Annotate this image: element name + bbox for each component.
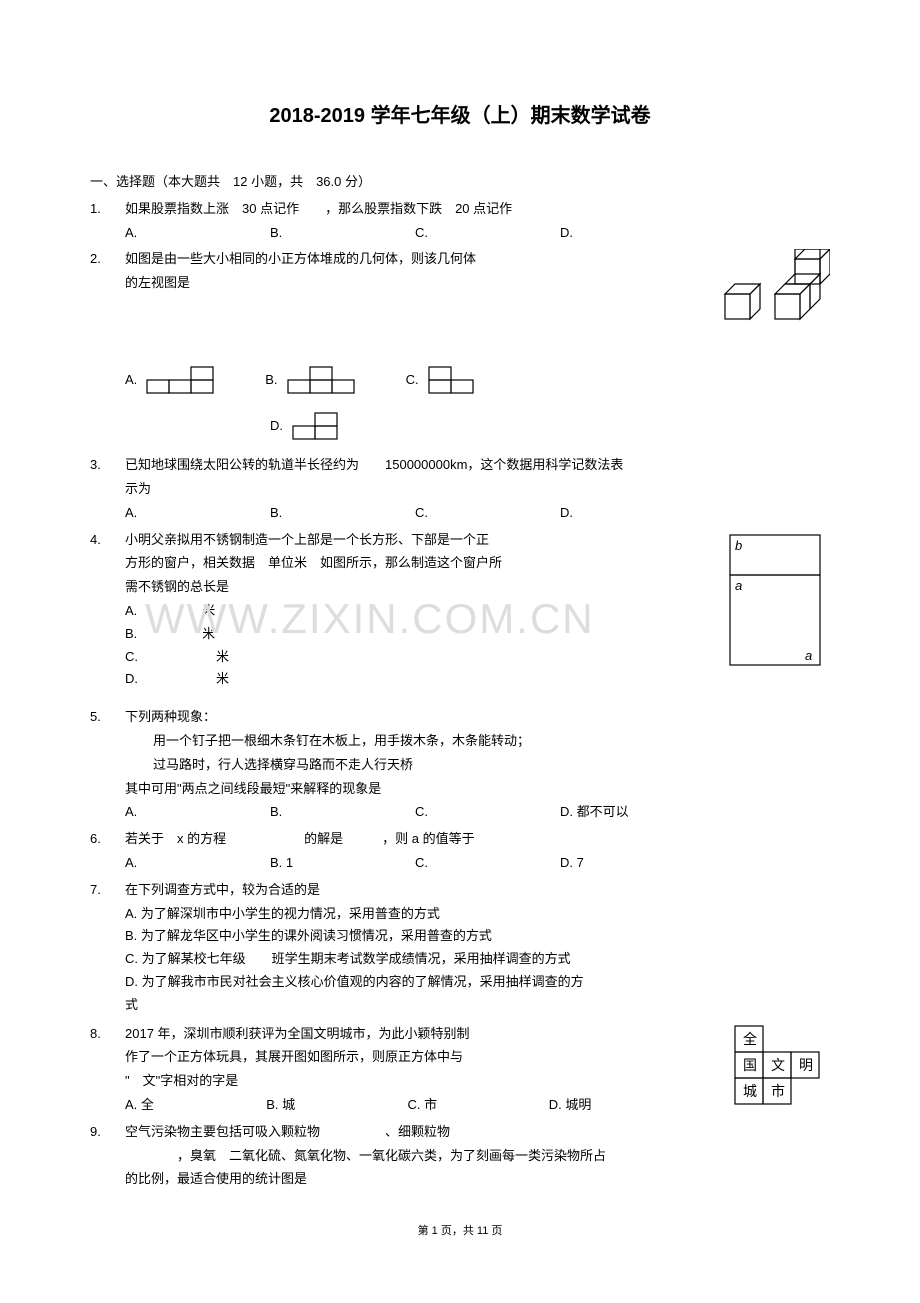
section-header: 一、选择题（本大题共 12 小题，共 36.0 分）	[90, 172, 830, 193]
q5-opt-a: A.	[125, 802, 270, 823]
q3-opt-d: D.	[560, 503, 705, 524]
q1-num: 1.	[90, 199, 125, 244]
q8-cell-mid2: 文	[771, 1057, 785, 1073]
q5-text4: 其中可用"两点之间线段最短"来解释的现象是	[125, 779, 830, 800]
q8-figure: 全 国 文 明 城 市	[700, 1024, 830, 1116]
q2-opt-a-icon	[145, 366, 215, 394]
q2-opt-a-label: A.	[125, 370, 137, 391]
page-title: 2018-2019 学年七年级（上）期末数学试卷	[90, 100, 830, 132]
question-7: 7. 在下列调查方式中，较为合适的是 A. 为了解深圳市中小学生的视力情况，采用…	[90, 880, 830, 1018]
q8-cell-mid3: 明	[799, 1057, 813, 1073]
q8-cell-bot1: 城	[743, 1083, 757, 1099]
question-3: 3. 已知地球围绕太阳公转的轨道半长径约为 150000000km，这个数据用科…	[90, 455, 830, 523]
q8-cell-mid1: 国	[743, 1057, 757, 1073]
q7-text: 在下列调查方式中，较为合适的是	[125, 880, 830, 901]
q9-text3: 的比例，最适合使用的统计图是	[125, 1169, 830, 1190]
q5-opt-b: B.	[270, 802, 415, 823]
q6-num: 6.	[90, 829, 125, 874]
q8-num: 8.	[90, 1024, 125, 1116]
q1-opt-b: B.	[270, 223, 415, 244]
label-b: b	[735, 538, 742, 553]
q6-opt-a: A.	[125, 853, 270, 874]
q3-num: 3.	[90, 455, 125, 523]
question-5: 5. 下列两种现象： 用一个钉子把一根细木条钉在木板上，用手拨木条，木条能转动；…	[90, 707, 830, 823]
q9-text1: 空气污染物主要包括可吸入颗粒物 、细颗粒物	[125, 1122, 830, 1143]
q6-opt-d: D. 7	[560, 853, 705, 874]
q8-opt-c: C. 市	[408, 1095, 549, 1116]
question-2: 2.	[90, 249, 830, 440]
q2-opt-b-icon	[286, 366, 356, 394]
q8-cell-bot2: 市	[771, 1083, 785, 1099]
q6-text: 若关于 x 的方程 的解是 ，则 a 的值等于	[125, 829, 830, 850]
q5-opt-d: D. 都不可以	[560, 802, 705, 823]
q6-opt-b: B. 1	[270, 853, 415, 874]
q2-opt-c-icon	[427, 366, 477, 394]
q2-opt-d-icon	[291, 412, 341, 440]
q5-opt-c: C.	[415, 802, 560, 823]
question-1: 1. 如果股票指数上涨 30 点记作 ，那么股票指数下跌 20 点记作 A. B…	[90, 199, 830, 244]
q8-cell-top: 全	[743, 1031, 757, 1047]
q2-figure	[720, 249, 830, 336]
question-4: 4. WWW.ZIXIN.COM.CN b a a 小明父亲拟用不锈钢制造一个上…	[90, 530, 830, 693]
question-8: 8. 全 国 文 明 城 市 2017 年，深圳市顺利获评为全国文明城市，	[90, 1024, 830, 1116]
q7-opt-d: D. 为了解我市市民对社会主义核心价值观的内容的了解情况，采用抽样调查的方	[125, 972, 830, 993]
q2-opt-b-label: B.	[265, 370, 277, 391]
q3-text2: 示为	[125, 479, 830, 500]
q8-opt-a: A. 全	[125, 1095, 266, 1116]
q7-opt-b: B. 为了解龙华区中小学生的课外阅读习惯情况，采用普查的方式	[125, 926, 830, 947]
label-a2: a	[805, 648, 812, 663]
q3-text1: 已知地球围绕太阳公转的轨道半长径约为 150000000km，这个数据用科学记数…	[125, 455, 830, 476]
q6-opt-c: C.	[415, 853, 560, 874]
q8-opt-d: D. 城明	[549, 1095, 690, 1116]
q5-num: 5.	[90, 707, 125, 823]
q7-num: 7.	[90, 880, 125, 1018]
q7-opt-c: C. 为了解某校七年级 班学生期末考试数学成绩情况，采用抽样调查的方式	[125, 949, 830, 970]
question-9: 9. 空气污染物主要包括可吸入颗粒物 、细颗粒物 ，臭氧 二氧化硫、氮氧化物、一…	[90, 1122, 830, 1193]
label-a1: a	[735, 578, 742, 593]
q1-opt-a: A.	[125, 223, 270, 244]
q1-opt-c: C.	[415, 223, 560, 244]
q1-text: 如果股票指数上涨 30 点记作 ，那么股票指数下跌 20 点记作	[125, 199, 830, 220]
q2-opt-d-label: D.	[270, 416, 283, 437]
q8-opt-b: B. 城	[266, 1095, 407, 1116]
q5-text1: 下列两种现象：	[125, 707, 830, 728]
q5-text2: 用一个钉子把一根细木条钉在木板上，用手拨木条，木条能转动；	[140, 731, 830, 752]
q4-num: 4.	[90, 530, 125, 693]
q3-opt-a: A.	[125, 503, 270, 524]
question-6: 6. 若关于 x 的方程 的解是 ，则 a 的值等于 A. B. 1 C. D.…	[90, 829, 830, 874]
q2-num: 2.	[90, 249, 125, 440]
page-footer: 第 1 页，共 11 页	[90, 1223, 830, 1241]
q4-figure: b a a	[720, 530, 830, 677]
q7-opt-d2: 式	[125, 995, 830, 1016]
q9-num: 9.	[90, 1122, 125, 1193]
q9-text2: ，臭氧 二氧化硫、氮氧化物、一氧化碳六类，为了刻画每一类污染物所占	[125, 1146, 830, 1167]
q7-opt-a: A. 为了解深圳市中小学生的视力情况，采用普查的方式	[125, 904, 830, 925]
q3-opt-c: C.	[415, 503, 560, 524]
q1-opt-d: D.	[560, 223, 705, 244]
q2-opt-c-label: C.	[406, 370, 419, 391]
q5-text3: 过马路时，行人选择横穿马路而不走人行天桥	[140, 755, 830, 776]
q3-opt-b: B.	[270, 503, 415, 524]
